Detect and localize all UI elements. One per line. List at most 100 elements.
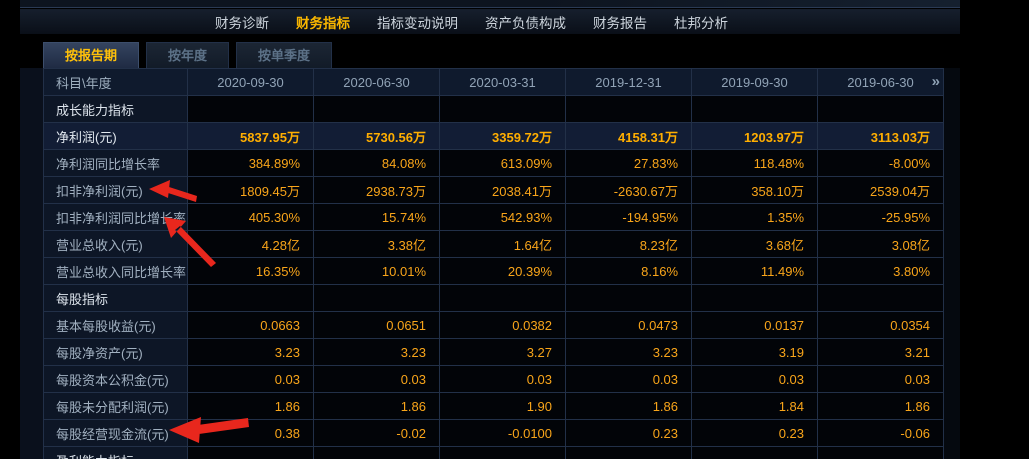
row-label: 每股未分配利润(元) — [42, 392, 189, 420]
table-row: 营业总收入同比增长率 16.35% 10.01% 20.39% 8.16% 11.49% 3… — [42, 257, 945, 285]
period-header: 2020-03-31 — [439, 68, 567, 96]
period-header: 2019-06-30» — [817, 68, 945, 96]
cell-value: -0.02 — [313, 419, 441, 447]
cell-value: 3.27 — [439, 338, 567, 366]
period-header: 2019-09-30 — [691, 68, 819, 96]
cell-value: 5837.95万 — [187, 122, 315, 150]
cell-value: 0.03 — [187, 365, 315, 393]
cell-value — [817, 284, 945, 312]
table-row: 每股净资产(元) 3.23 3.23 3.27 3.23 3.19 3.21 — [42, 338, 945, 366]
nav-item[interactable]: 指标变动说明 — [377, 15, 458, 31]
financial-table-panel: 科目\年度 2020-09-30 2020-06-30 2020-03-31 2019-… — [20, 68, 960, 459]
cell-value: 3.08亿 — [817, 230, 945, 258]
row-label: 成长能力指标 — [42, 95, 189, 123]
cell-value — [565, 95, 693, 123]
cell-value: 1809.45万 — [187, 176, 315, 204]
cell-value: -0.0100 — [439, 419, 567, 447]
cell-value: 1.86 — [187, 392, 315, 420]
cell-value: 1.86 — [817, 392, 945, 420]
cell-value — [691, 284, 819, 312]
cell-value — [691, 95, 819, 123]
section-row: 每股指标 — [42, 284, 945, 312]
top-panel-edge — [20, 0, 960, 8]
cell-value — [439, 284, 567, 312]
table-row: 每股资本公积金(元) 0.03 0.03 0.03 0.03 0.03 0.03 — [42, 365, 945, 393]
nav-item[interactable]: 资产负债构成 — [485, 15, 566, 31]
tab[interactable]: 按单季度 — [236, 42, 333, 68]
nav-item[interactable]: 财务诊断 — [215, 15, 269, 31]
cell-value — [187, 95, 315, 123]
nav-item[interactable]: 财务指标 — [296, 15, 350, 31]
tab[interactable]: 按年度 — [146, 42, 230, 68]
row-label: 每股资本公积金(元) — [42, 365, 189, 393]
tab[interactable]: 按报告期 — [43, 42, 140, 68]
cell-value: 11.49% — [691, 257, 819, 285]
cell-value: 5730.56万 — [313, 122, 441, 150]
cell-value: 0.0651 — [313, 311, 441, 339]
table-row: 扣非净利润同比增长率 405.30% 15.74% 542.93% -194.95% 1.… — [42, 203, 945, 231]
cell-value: 3359.72万 — [439, 122, 567, 150]
period-tabs: 按报告期 按年度 按单季度 — [43, 42, 333, 68]
top-nav: 财务诊断 财务指标 指标变动说明 资产负债构成 财务报告 杜邦分析 — [20, 9, 960, 34]
cell-value: 1.90 — [439, 392, 567, 420]
table-row: 每股经营现金流(元) 0.38 -0.02 -0.0100 0.23 0.23 -0.06 — [42, 419, 945, 447]
cell-value — [313, 95, 441, 123]
row-label: 营业总收入同比增长率 — [42, 257, 189, 285]
cell-value: -0.06 — [817, 419, 945, 447]
cell-value: 2938.73万 — [313, 176, 441, 204]
section-row: 盈利能力指标 — [42, 446, 945, 459]
cell-value: -8.00% — [817, 149, 945, 177]
cell-value: 1.86 — [313, 392, 441, 420]
cell-value: 358.10万 — [691, 176, 819, 204]
cell-value: 20.39% — [439, 257, 567, 285]
cell-value — [439, 95, 567, 123]
row-label: 营业总收入(元) — [42, 230, 189, 258]
cell-value: 3.38亿 — [313, 230, 441, 258]
cell-value — [313, 446, 441, 459]
cell-value: 0.03 — [313, 365, 441, 393]
cell-value: 118.48% — [691, 149, 819, 177]
cell-value: 3.80% — [817, 257, 945, 285]
cell-value: 542.93% — [439, 203, 567, 231]
cell-value: 0.23 — [691, 419, 819, 447]
cell-value: 3.23 — [313, 338, 441, 366]
cell-value — [187, 284, 315, 312]
cell-value: 8.23亿 — [565, 230, 693, 258]
cell-value: 3.23 — [187, 338, 315, 366]
cell-value: 3.19 — [691, 338, 819, 366]
cell-value — [439, 446, 567, 459]
cell-value: 8.16% — [565, 257, 693, 285]
cell-value: 384.89% — [187, 149, 315, 177]
nav-item[interactable]: 财务报告 — [593, 15, 647, 31]
cell-value: 0.0382 — [439, 311, 567, 339]
nav-item[interactable]: 杜邦分析 — [674, 15, 728, 31]
table-row: 基本每股收益(元) 0.0663 0.0651 0.0382 0.0473 0.0137 0… — [42, 311, 945, 339]
cell-value: 2038.41万 — [439, 176, 567, 204]
cell-value: 0.0473 — [565, 311, 693, 339]
cell-value: 3.21 — [817, 338, 945, 366]
cell-value: 3113.03万 — [817, 122, 945, 150]
corner-label: 科目\年度 — [42, 68, 189, 96]
period-header: 2019-12-31 — [565, 68, 693, 96]
cell-value — [817, 446, 945, 459]
cell-value: 0.0663 — [187, 311, 315, 339]
table-row: 净利润同比增长率 384.89% 84.08% 613.09% 27.83% 118.48… — [42, 149, 945, 177]
cell-value: 1.86 — [565, 392, 693, 420]
table-row: 净利润(元) 5837.95万 5730.56万 3359.72万 4158.31万 12… — [42, 122, 945, 150]
cell-value — [313, 284, 441, 312]
row-label: 扣非净利润(元) — [42, 176, 189, 204]
cell-value: 10.01% — [313, 257, 441, 285]
next-periods-icon[interactable]: » — [931, 73, 940, 90]
cell-value: 0.38 — [187, 419, 315, 447]
row-label: 净利润(元) — [42, 122, 189, 150]
cell-value: 0.23 — [565, 419, 693, 447]
row-label: 净利润同比增长率 — [42, 149, 189, 177]
cell-value: 84.08% — [313, 149, 441, 177]
table-row: 每股未分配利润(元) 1.86 1.86 1.90 1.86 1.84 1.86 — [42, 392, 945, 420]
row-label: 基本每股收益(元) — [42, 311, 189, 339]
cell-value: 0.03 — [691, 365, 819, 393]
cell-value: 0.03 — [565, 365, 693, 393]
financial-table: 科目\年度 2020-09-30 2020-06-30 2020-03-31 2019-… — [42, 68, 945, 459]
row-label: 每股净资产(元) — [42, 338, 189, 366]
cell-value: -2630.67万 — [565, 176, 693, 204]
